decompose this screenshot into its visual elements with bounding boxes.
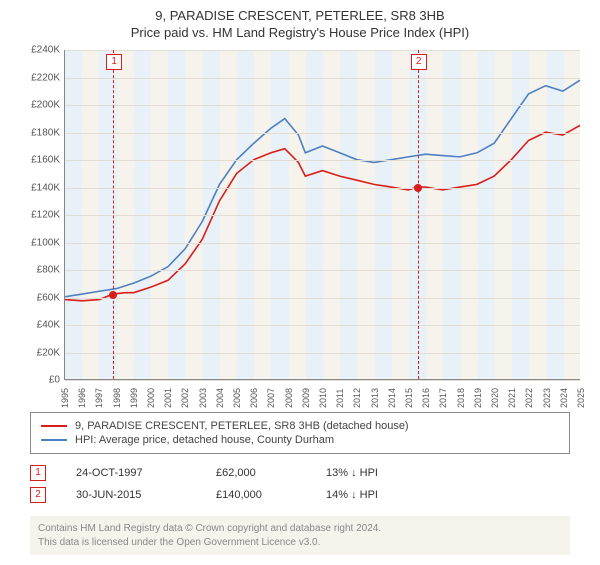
sale-row: 1 24-OCT-1997 £62,000 13% ↓ HPI xyxy=(30,462,570,484)
x-tick-label: 2010 xyxy=(318,388,328,408)
gridline-h xyxy=(65,78,580,79)
x-tick-label: 2004 xyxy=(215,388,225,408)
gridline-h xyxy=(65,160,580,161)
chart-container: 9, PARADISE CRESCENT, PETERLEE, SR8 3HB … xyxy=(0,0,600,555)
x-tick-label: 1996 xyxy=(77,388,87,408)
x-tick-label: 2000 xyxy=(146,388,156,408)
sale-row: 2 30-JUN-2015 £140,000 14% ↓ HPI xyxy=(30,484,570,506)
gridline-h xyxy=(65,215,580,216)
sale-price: £62,000 xyxy=(216,467,296,479)
x-tick-label: 2023 xyxy=(542,388,552,408)
x-tick-label: 1998 xyxy=(112,388,122,408)
legend-swatch xyxy=(41,439,67,441)
y-tick-label: £20K xyxy=(37,347,60,358)
x-tick-label: 2003 xyxy=(198,388,208,408)
y-tick-label: £40K xyxy=(37,320,60,331)
x-tick-label: 1999 xyxy=(129,388,139,408)
gridline-h xyxy=(65,325,580,326)
x-tick-label: 2014 xyxy=(387,388,397,408)
x-tick-label: 1997 xyxy=(94,388,104,408)
y-tick-label: £140K xyxy=(31,182,60,193)
sale-date: 24-OCT-1997 xyxy=(76,467,186,479)
plot-area: £0 £20K £40K £60K £80K £100K £120K £140K £160K £1… xyxy=(20,50,580,400)
y-tick-label: £0 xyxy=(49,375,60,386)
x-tick-label: 2019 xyxy=(473,388,483,408)
gridline-h xyxy=(65,188,580,189)
legend-label: HPI: Average price, detached house, Coun… xyxy=(75,434,334,446)
sale-hpi-delta: 14% ↓ HPI xyxy=(326,489,378,501)
sales-rows: 1 24-OCT-1997 £62,000 13% ↓ HPI 2 30-JUN-2015… xyxy=(30,462,570,506)
x-tick-label: 2013 xyxy=(370,388,380,408)
x-tick-label: 2022 xyxy=(524,388,534,408)
x-tick-label: 1995 xyxy=(60,388,70,408)
sale-marker xyxy=(109,291,117,299)
x-tick-label: 2002 xyxy=(180,388,190,408)
y-tick-label: £60K xyxy=(37,292,60,303)
gridline-h xyxy=(65,243,580,244)
x-tick-label: 2025 xyxy=(576,388,586,408)
y-tick-label: £180K xyxy=(31,127,60,138)
title-address: 9, PARADISE CRESCENT, PETERLEE, SR8 3HB xyxy=(10,8,590,23)
series-price_paid xyxy=(65,125,580,300)
x-tick-label: 2005 xyxy=(232,388,242,408)
gridline-h xyxy=(65,353,580,354)
sale-vline xyxy=(113,50,114,379)
legend: 9, PARADISE CRESCENT, PETERLEE, SR8 3HB … xyxy=(30,412,570,454)
sale-vline xyxy=(418,50,419,379)
y-tick-label: £200K xyxy=(31,100,60,111)
title-subtitle: Price paid vs. HM Land Registry's House … xyxy=(10,25,590,40)
y-tick-label: £80K xyxy=(37,265,60,276)
legend-label: 9, PARADISE CRESCENT, PETERLEE, SR8 3HB … xyxy=(75,420,409,432)
gridline-h xyxy=(65,298,580,299)
x-tick-label: 2021 xyxy=(507,388,517,408)
x-tick-label: 2020 xyxy=(490,388,500,408)
x-tick-label: 2001 xyxy=(163,388,173,408)
legend-row: HPI: Average price, detached house, Coun… xyxy=(41,433,559,447)
y-tick-label: £160K xyxy=(31,155,60,166)
gridline-h xyxy=(65,270,580,271)
attribution-footer: Contains HM Land Registry data © Crown c… xyxy=(30,516,570,555)
y-tick-label: £100K xyxy=(31,237,60,248)
x-tick-label: 2012 xyxy=(352,388,362,408)
sale-number-box: 1 xyxy=(30,465,46,481)
gridline-h xyxy=(65,105,580,106)
x-tick-label: 2015 xyxy=(404,388,414,408)
x-tick-label: 2008 xyxy=(284,388,294,408)
x-tick-label: 2011 xyxy=(335,389,345,408)
y-tick-label: £220K xyxy=(31,72,60,83)
sale-number-box: 2 xyxy=(30,487,46,503)
footer-line-2: This data is licensed under the Open Gov… xyxy=(38,536,562,550)
legend-swatch xyxy=(41,425,67,427)
legend-row: 9, PARADISE CRESCENT, PETERLEE, SR8 3HB … xyxy=(41,419,559,433)
y-axis: £0£20K£40K£60K£80K£100K£120K£140K£160K£1… xyxy=(20,50,64,380)
y-tick-label: £240K xyxy=(31,45,60,56)
gridline-h xyxy=(65,133,580,134)
sale-marker xyxy=(414,184,422,192)
x-tick-label: 2018 xyxy=(456,388,466,408)
x-tick-label: 2024 xyxy=(559,388,569,408)
y-tick-label: £120K xyxy=(31,210,60,221)
sale-date: 30-JUN-2015 xyxy=(76,489,186,501)
sale-vline-label: 2 xyxy=(411,54,427,70)
x-axis: 1995199619971998199920002001200220032004… xyxy=(64,380,580,400)
plot: 12 xyxy=(64,50,580,380)
chart-titles: 9, PARADISE CRESCENT, PETERLEE, SR8 3HB … xyxy=(0,0,600,44)
sale-price: £140,000 xyxy=(216,489,296,501)
x-tick-label: 2006 xyxy=(249,388,259,408)
x-tick-label: 2009 xyxy=(301,388,311,408)
sale-vline-label: 1 xyxy=(106,54,122,70)
footer-line-1: Contains HM Land Registry data © Crown c… xyxy=(38,522,562,536)
gridline-h xyxy=(65,50,580,51)
x-tick-label: 2016 xyxy=(421,388,431,408)
x-tick-label: 2007 xyxy=(266,388,276,408)
x-tick-label: 2017 xyxy=(438,388,448,408)
sale-hpi-delta: 13% ↓ HPI xyxy=(326,467,378,479)
